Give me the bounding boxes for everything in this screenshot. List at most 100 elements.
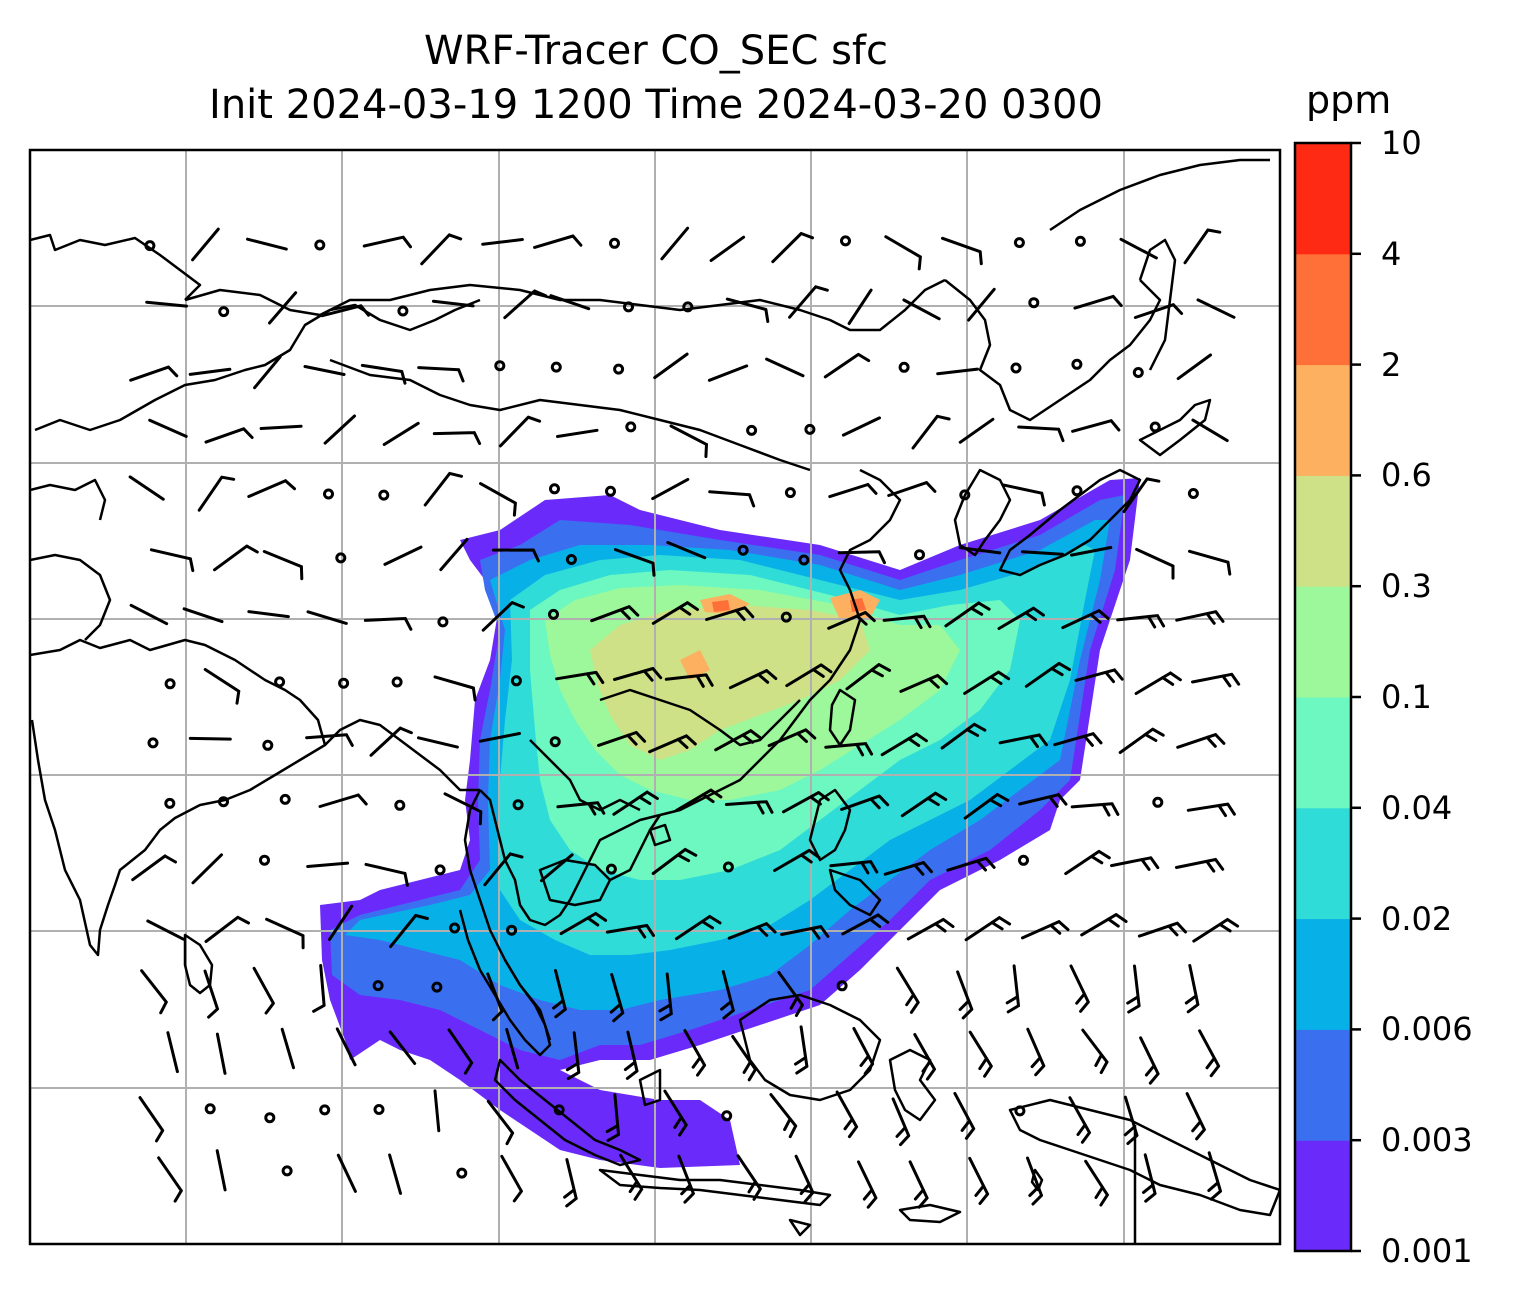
calm-wind-circle: [549, 736, 561, 748]
wind-barb: [782, 791, 830, 814]
calm-wind-circle: [147, 737, 159, 749]
calm-wind-circle: [737, 544, 749, 556]
wind-barb: [1021, 550, 1064, 556]
calm-wind-circle: [625, 421, 637, 433]
wind-barb: [138, 1096, 165, 1143]
wind-barb: [968, 1030, 993, 1078]
wind-barb: [1118, 727, 1165, 754]
wind-barb: [777, 971, 804, 1017]
calm-wind-circle: [613, 363, 625, 375]
wind-barb: [486, 1099, 515, 1146]
laos-border: [529, 739, 641, 812]
wind-barb: [1126, 964, 1141, 1014]
myanmar-coast: [458, 789, 552, 1057]
sumatra: [493, 1058, 642, 1167]
wind-barb: [148, 418, 188, 438]
wind-barb: [958, 546, 1002, 555]
calm-wind-circle: [565, 554, 577, 565]
calm-wind-circle: [605, 863, 617, 875]
calm-wind-circle: [373, 1104, 385, 1115]
wind-barb: [968, 1156, 990, 1205]
wind-barb: [157, 1156, 183, 1203]
wind-barb: [500, 1154, 523, 1203]
wind-barb: [204, 427, 254, 444]
wind-barb: [705, 606, 755, 621]
wind-barb: [1080, 913, 1128, 937]
wind-barb: [1191, 418, 1229, 443]
wind-barb: [669, 424, 708, 458]
wind-barb: [431, 299, 475, 308]
wind-barb: [731, 1035, 757, 1082]
colorbar-segment: [1295, 475, 1351, 587]
wind-barb: [883, 861, 933, 876]
coastlines-and-borders: [30, 158, 1280, 1244]
wind-barb: [213, 544, 259, 572]
wind-barb: [247, 479, 296, 498]
wind-barb: [882, 614, 932, 630]
korea-peninsula: [953, 468, 1012, 557]
calm-wind-circle: [397, 305, 409, 317]
calm-wind-circle: [144, 240, 156, 252]
wind-barb: [204, 915, 250, 943]
wind-barb: [828, 483, 878, 499]
calm-wind-circle: [335, 552, 347, 564]
calm-wind-circle: [914, 549, 925, 561]
wind-barb: [447, 1028, 474, 1075]
wind-barb: [648, 734, 697, 754]
caspian-sea: [30, 233, 202, 301]
japan-islands: [998, 468, 1142, 577]
wind-barb: [1198, 1029, 1221, 1078]
iran-coast: [30, 478, 107, 521]
wind-barb: [771, 232, 814, 264]
wind-barb: [651, 601, 699, 625]
calm-wind-circle: [550, 361, 562, 373]
sakhalin: [1138, 238, 1177, 371]
wind-barb: [555, 670, 605, 686]
calm-wind-circle: [164, 797, 176, 809]
wind-barb: [623, 1030, 639, 1080]
wind-barb: [388, 1030, 417, 1065]
wind-barb: [549, 294, 591, 311]
wind-barb: [773, 848, 821, 872]
hokkaido: [1138, 398, 1212, 457]
colorbar-unit-label: ppm: [1306, 78, 1392, 122]
wind-barb: [129, 365, 179, 382]
wind-barb: [369, 726, 413, 757]
colorbar-frame: [1293, 141, 1353, 1253]
colorbar-segment: [1295, 697, 1351, 809]
wind-barb: [1139, 1036, 1160, 1085]
calm-wind-circle: [1071, 485, 1083, 497]
malay-peninsula: [503, 959, 552, 1041]
calm-wind-circle: [609, 237, 620, 249]
colorbar-segment: [1295, 918, 1351, 1030]
wind-barb: [486, 972, 504, 1022]
calm-wind-circle: [431, 981, 443, 993]
wind-barb: [956, 970, 974, 1020]
wind-barb: [663, 1089, 688, 1137]
calm-wind-circle: [1014, 1105, 1026, 1117]
wind-barb: [590, 605, 640, 623]
wind-barb: [382, 421, 420, 446]
timor: [898, 1203, 962, 1224]
wind-barb: [964, 916, 1012, 942]
calm-wind-circle: [264, 1112, 276, 1124]
colorbar-tick-label: 10: [1381, 124, 1422, 162]
wind-barb: [736, 1154, 762, 1201]
wind-barb: [946, 856, 996, 872]
wind-barb: [417, 366, 465, 383]
calm-wind-circle: [1028, 297, 1040, 309]
colorbar-tick-label: 0.003: [1381, 1121, 1473, 1160]
calm-wind-circle: [836, 980, 848, 992]
wind-barb: [837, 550, 886, 565]
wind-barb: [498, 415, 542, 448]
wind-barb: [1184, 964, 1200, 1014]
sri-lanka: [183, 933, 214, 995]
colorbar-tick-label: 4: [1381, 234, 1402, 273]
calm-wind-circle: [218, 306, 230, 318]
colorbar-segment: [1295, 1140, 1351, 1252]
calm-wind-circle: [437, 616, 449, 628]
wind-barb: [884, 235, 922, 271]
wind-barb: [841, 913, 890, 936]
wind-barb: [556, 428, 599, 438]
wind-barb: [900, 791, 948, 818]
